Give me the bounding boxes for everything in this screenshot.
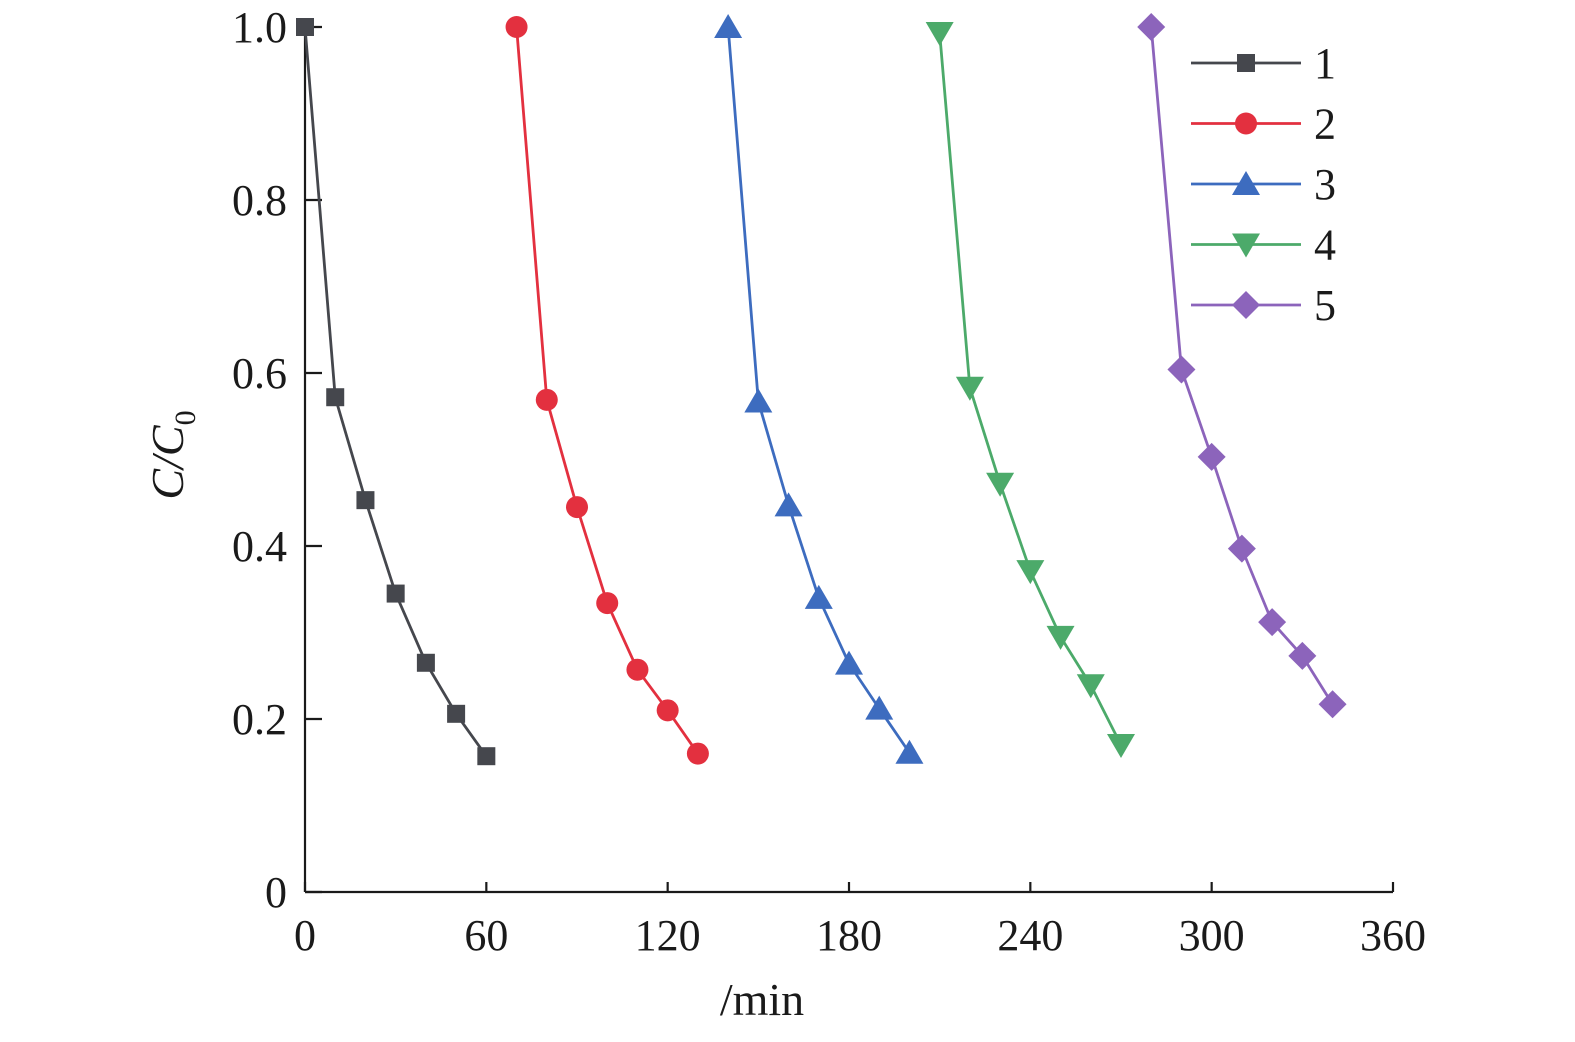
series-1-point bbox=[477, 747, 496, 766]
x-tick-label: 300 bbox=[1179, 911, 1245, 960]
legend-marker bbox=[1232, 291, 1260, 319]
series-3-point bbox=[744, 388, 773, 413]
series-3-line bbox=[726, 26, 911, 754]
legend-item-3: 3 bbox=[1191, 160, 1336, 209]
series-1-point bbox=[386, 584, 405, 603]
series-3-point bbox=[804, 584, 833, 609]
series-3-point bbox=[774, 492, 803, 517]
y-axis-title-subscript: 0 bbox=[169, 410, 202, 425]
series-2-point bbox=[596, 592, 619, 615]
legend-label: 1 bbox=[1314, 39, 1336, 88]
series-3-point bbox=[865, 695, 894, 720]
series-5-point bbox=[1227, 534, 1256, 563]
series-3 bbox=[714, 14, 924, 764]
series-5 bbox=[1137, 13, 1347, 719]
x-tick-label: 60 bbox=[464, 911, 508, 960]
series-3-point bbox=[835, 650, 863, 675]
legend-label: 4 bbox=[1314, 221, 1336, 270]
series-2-point bbox=[535, 388, 558, 411]
series-5-point bbox=[1258, 608, 1287, 637]
series-2-point bbox=[656, 699, 679, 722]
series-1-point bbox=[296, 18, 314, 36]
series-4-point bbox=[955, 376, 984, 401]
legend-marker bbox=[1235, 112, 1257, 135]
x-tick-label: 0 bbox=[294, 911, 316, 960]
x-tick-label: 360 bbox=[1360, 911, 1426, 960]
legend-marker bbox=[1237, 54, 1255, 72]
series-2 bbox=[505, 16, 709, 765]
y-tick-label: 0.6 bbox=[232, 349, 287, 398]
y-tick-label: 0.8 bbox=[232, 176, 287, 225]
legend-item-5: 5 bbox=[1191, 281, 1336, 330]
legend-item-2: 2 bbox=[1191, 100, 1336, 149]
series-4-point bbox=[1016, 560, 1045, 585]
axes bbox=[303, 18, 1393, 894]
series-1-point bbox=[416, 653, 435, 672]
series-4-point bbox=[986, 472, 1015, 497]
series-5-point bbox=[1137, 13, 1166, 41]
series-1-point bbox=[356, 491, 375, 510]
legend-label: 5 bbox=[1314, 281, 1336, 330]
series-5-point bbox=[1288, 641, 1317, 670]
x-tick-label: 180 bbox=[816, 911, 882, 960]
y-tick-label: 0.2 bbox=[232, 695, 287, 744]
legend-item-4: 4 bbox=[1191, 221, 1336, 270]
y-tick-label: 1.0 bbox=[232, 3, 287, 52]
series-2-point bbox=[505, 16, 528, 38]
series-5-point bbox=[1318, 690, 1347, 719]
x-axis-title: /min bbox=[720, 974, 804, 1025]
series-layer bbox=[296, 13, 1347, 766]
axis-ticks: 0 60 120 180 240 300 360 0 0.2 0.4 0.6 0.8 1.0 bbox=[232, 3, 1426, 960]
y-tick-label: 0 bbox=[265, 868, 287, 917]
series-1-point bbox=[447, 704, 466, 723]
series-4 bbox=[925, 22, 1135, 758]
legend-item-1: 1 bbox=[1191, 39, 1336, 88]
series-5-point bbox=[1167, 355, 1196, 384]
y-axis-title: C/C0 bbox=[142, 410, 202, 499]
series-3-point bbox=[895, 739, 924, 764]
legend-label: 3 bbox=[1314, 160, 1336, 209]
x-tick-label: 120 bbox=[635, 911, 701, 960]
series-2-point bbox=[626, 658, 649, 681]
series-2-point bbox=[686, 742, 709, 765]
x-tick-label: 240 bbox=[997, 911, 1063, 960]
series-4-point bbox=[1046, 625, 1075, 650]
legend-marker bbox=[1232, 171, 1260, 195]
series-1 bbox=[296, 18, 496, 766]
series-4-point bbox=[1107, 733, 1135, 758]
series-4-point bbox=[1076, 674, 1105, 699]
series-2-point bbox=[566, 496, 588, 519]
series-1-point bbox=[326, 388, 345, 407]
series-4-point bbox=[925, 22, 954, 47]
y-axis-title-main: C/C bbox=[142, 424, 193, 499]
legend: 1 2 3 4 5 bbox=[1191, 39, 1336, 330]
y-tick-label: 0.4 bbox=[232, 522, 287, 571]
legend-label: 2 bbox=[1314, 100, 1336, 149]
legend-marker bbox=[1232, 233, 1260, 258]
series-5-point bbox=[1197, 442, 1226, 471]
series-3-point bbox=[714, 14, 743, 38]
